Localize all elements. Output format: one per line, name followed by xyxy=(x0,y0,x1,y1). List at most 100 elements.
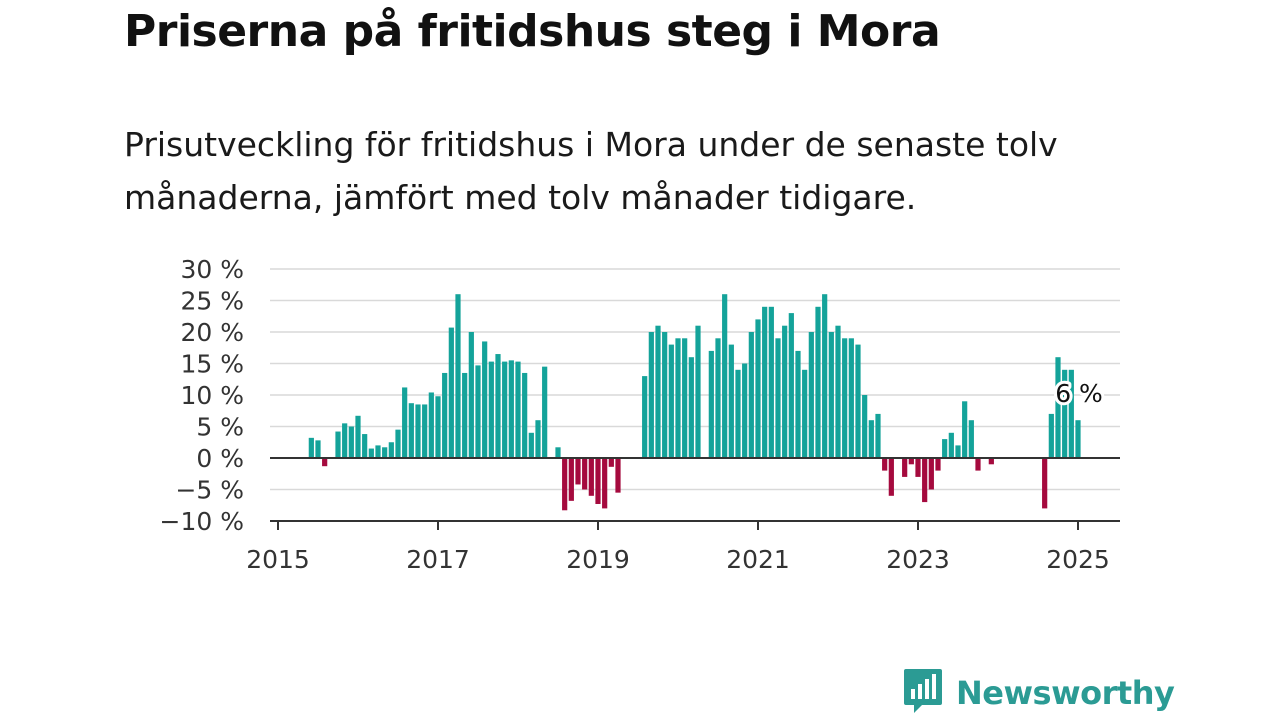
bar xyxy=(388,442,394,458)
y-tick-label: 15 % xyxy=(180,350,244,379)
bar xyxy=(775,338,781,458)
bar xyxy=(975,458,981,471)
x-tick-label: 2019 xyxy=(566,545,630,574)
bar xyxy=(495,354,501,458)
bar xyxy=(1062,369,1068,458)
bar xyxy=(955,445,961,458)
y-tick-label: 10 % xyxy=(180,381,244,410)
bar xyxy=(802,369,808,458)
bar xyxy=(835,325,841,458)
bar xyxy=(848,338,854,458)
bar xyxy=(755,319,761,458)
newsworthy-chart-bubble-icon xyxy=(902,667,944,719)
bar xyxy=(342,423,348,458)
bar xyxy=(808,332,814,458)
axes xyxy=(270,457,1120,530)
bar xyxy=(908,458,914,465)
bar xyxy=(748,332,754,458)
bar xyxy=(608,458,614,467)
bar xyxy=(422,404,428,458)
bar xyxy=(842,338,848,458)
bar xyxy=(782,325,788,458)
bar xyxy=(648,332,654,458)
bar xyxy=(1068,369,1074,458)
bar xyxy=(655,325,661,458)
y-tick-label: 25 % xyxy=(180,287,244,316)
chart-subtitle: Prisutveckling för fritidshus i Mora und… xyxy=(124,125,1058,217)
bar xyxy=(562,458,568,511)
bar xyxy=(742,363,748,458)
bar xyxy=(375,445,381,458)
bar xyxy=(988,458,994,465)
bar xyxy=(788,313,794,458)
bar xyxy=(728,344,734,458)
bar xyxy=(888,458,894,496)
bar xyxy=(862,395,868,458)
bar xyxy=(815,306,821,458)
y-tick-label: 0 % xyxy=(196,444,244,473)
bar xyxy=(968,420,974,458)
bar xyxy=(1075,420,1081,458)
bar xyxy=(928,458,934,490)
bar xyxy=(502,361,508,458)
newsworthy-logo[interactable]: Newsworthy xyxy=(902,667,1175,719)
bar xyxy=(902,458,908,477)
bar xyxy=(602,458,608,509)
bar xyxy=(435,396,441,458)
gridlines xyxy=(270,268,1120,522)
bar xyxy=(488,361,494,458)
bar xyxy=(408,403,414,458)
bar xyxy=(615,458,621,493)
bar xyxy=(442,372,448,458)
bar xyxy=(1048,413,1054,458)
bar xyxy=(768,306,774,458)
y-tick-label: 20 % xyxy=(180,318,244,347)
bar xyxy=(542,366,548,458)
bar xyxy=(475,365,481,458)
bar xyxy=(1042,458,1048,509)
bar xyxy=(528,432,534,458)
bar-chart: 30 % 25 %20 % 15 %10 % 5 %0 % −5 %−10 %2015 2… xyxy=(160,255,1120,574)
bar xyxy=(402,387,408,458)
y-tick-label: 5 % xyxy=(196,413,244,442)
bar xyxy=(682,338,688,458)
bar xyxy=(708,350,714,458)
x-tick-label: 2025 xyxy=(1046,545,1110,574)
tick-labels: 30 % 25 %20 % 15 %10 % 5 %0 % −5 %−10 %2015 2… xyxy=(160,255,1110,574)
end-value-label: 6 % xyxy=(1055,379,1103,408)
brand-name: Newsworthy xyxy=(956,674,1175,712)
bar xyxy=(668,344,674,458)
y-tick-label: −5 % xyxy=(175,476,244,505)
bar xyxy=(348,426,354,458)
bar xyxy=(322,458,328,467)
bar xyxy=(822,294,828,458)
x-tick-label: 2023 xyxy=(886,545,950,574)
bar xyxy=(882,458,888,471)
bar xyxy=(428,392,434,458)
bar xyxy=(335,431,341,458)
bar xyxy=(875,413,881,458)
bar xyxy=(395,429,401,458)
bar xyxy=(362,434,368,458)
y-tick-label: 30 % xyxy=(180,255,244,284)
bar xyxy=(795,350,801,458)
bar xyxy=(382,447,388,458)
x-tick-label: 2015 xyxy=(246,545,310,574)
bar xyxy=(935,458,941,471)
bar xyxy=(762,306,768,458)
bar xyxy=(828,332,834,458)
bar xyxy=(1055,357,1061,458)
x-tick-label: 2021 xyxy=(726,545,790,574)
bar xyxy=(462,372,468,458)
bar xyxy=(675,338,681,458)
bar xyxy=(662,332,668,458)
bar xyxy=(922,458,928,503)
bar xyxy=(308,437,314,458)
bar xyxy=(455,294,461,458)
bar xyxy=(588,458,594,496)
bar xyxy=(735,369,741,458)
bar xyxy=(695,325,701,458)
bar xyxy=(315,440,321,458)
bar xyxy=(508,360,514,458)
bars xyxy=(308,294,1081,511)
